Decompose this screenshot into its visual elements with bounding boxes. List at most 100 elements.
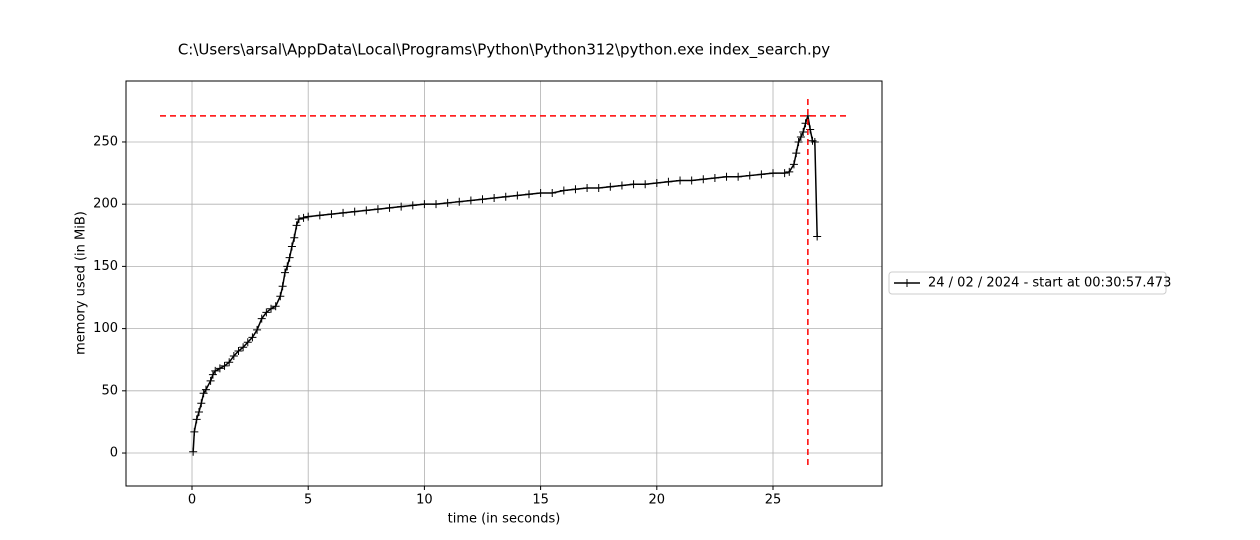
point-marker: [362, 206, 371, 215]
point-marker: [234, 347, 243, 355]
point-marker: [676, 176, 685, 185]
point-marker: [796, 132, 805, 141]
point-marker: [785, 167, 794, 176]
point-marker: [190, 427, 199, 436]
point-marker: [197, 399, 206, 408]
point-marker: [466, 196, 475, 205]
point-marker: [810, 137, 819, 146]
point-marker: [385, 203, 394, 212]
point-marker: [641, 180, 650, 189]
point-marker: [373, 205, 382, 214]
point-marker: [799, 128, 808, 137]
point-marker: [478, 195, 487, 204]
point-marker: [420, 200, 429, 209]
point-marker: [769, 169, 778, 178]
point-marker: [794, 137, 803, 146]
point-marker: [229, 351, 238, 360]
y-tick-label: 50: [101, 383, 118, 398]
point-marker: [215, 364, 224, 373]
x-tick-label: 15: [532, 493, 549, 508]
y-tick-label: 0: [110, 446, 118, 461]
point-marker: [315, 211, 324, 220]
point-marker: [339, 208, 348, 217]
point-marker: [536, 188, 545, 197]
legend-swatch-marker: [903, 279, 911, 287]
point-marker: [248, 333, 257, 342]
point-marker: [559, 186, 568, 195]
point-marker: [257, 314, 266, 323]
y-tick-label: 200: [93, 197, 118, 212]
point-marker: [225, 358, 234, 367]
x-tick-label: 10: [416, 493, 433, 508]
point-marker: [294, 215, 303, 224]
point-marker: [271, 302, 280, 311]
y-axis-label: memory used (in MiB): [74, 211, 89, 355]
point-marker: [287, 242, 296, 251]
point-marker: [745, 171, 754, 180]
point-marker: [583, 184, 592, 193]
point-marker: [699, 175, 708, 184]
point-marker: [629, 180, 638, 189]
point-marker: [813, 232, 822, 241]
legend-box: [888, 271, 1167, 295]
point-marker: [710, 174, 719, 183]
point-marker: [443, 198, 452, 207]
point-marker: [664, 177, 673, 186]
point-marker: [220, 361, 229, 370]
point-marker: [243, 338, 252, 347]
point-marker: [432, 200, 441, 209]
point-marker: [280, 268, 289, 277]
point-marker: [211, 366, 220, 375]
chart-title: C:\Users\arsal\AppData\Local\Programs\Py…: [178, 41, 830, 60]
y-tick-label: 250: [93, 134, 118, 149]
point-marker: [285, 253, 294, 262]
point-marker: [350, 207, 359, 216]
point-marker: [571, 185, 580, 194]
point-marker: [780, 169, 789, 178]
x-tick-label: 25: [765, 493, 782, 508]
x-axis-label: time (in seconds): [448, 512, 561, 527]
point-marker: [617, 181, 626, 190]
point-marker: [757, 170, 766, 179]
point-marker: [206, 376, 215, 385]
x-tick-label: 5: [304, 493, 312, 508]
point-marker: [548, 188, 557, 197]
point-marker: [283, 262, 292, 271]
point-marker: [792, 149, 801, 158]
x-tick-label: 0: [188, 493, 196, 508]
point-marker: [397, 202, 406, 211]
legend-label: 24 / 02 / 2024 - start at 00:30:57.473: [928, 276, 1171, 291]
point-marker: [789, 160, 798, 169]
y-tick-label: 150: [93, 259, 118, 274]
point-marker: [201, 385, 210, 394]
y-tick-label: 100: [93, 321, 118, 336]
point-marker: [490, 193, 499, 202]
point-marker: [292, 221, 301, 230]
point-marker: [687, 176, 696, 185]
point-marker: [408, 201, 417, 210]
x-tick-label: 20: [649, 493, 666, 508]
point-marker: [276, 292, 285, 301]
point-marker: [262, 308, 271, 317]
point-marker: [455, 197, 464, 206]
plot-frame: [125, 80, 883, 487]
point-marker: [278, 282, 287, 291]
point-marker: [722, 172, 731, 181]
point-marker: [501, 192, 510, 201]
point-marker: [304, 212, 313, 221]
point-marker: [606, 182, 615, 191]
point-marker: [513, 191, 522, 200]
point-marker: [327, 210, 336, 219]
point-marker: [239, 343, 248, 352]
point-marker: [594, 184, 603, 193]
point-marker: [192, 415, 201, 424]
point-marker: [290, 233, 299, 242]
point-marker: [299, 213, 308, 222]
point-marker: [194, 407, 203, 416]
point-marker: [189, 447, 198, 456]
point-marker: [267, 304, 276, 313]
point-marker: [524, 190, 533, 199]
point-marker: [253, 325, 262, 334]
